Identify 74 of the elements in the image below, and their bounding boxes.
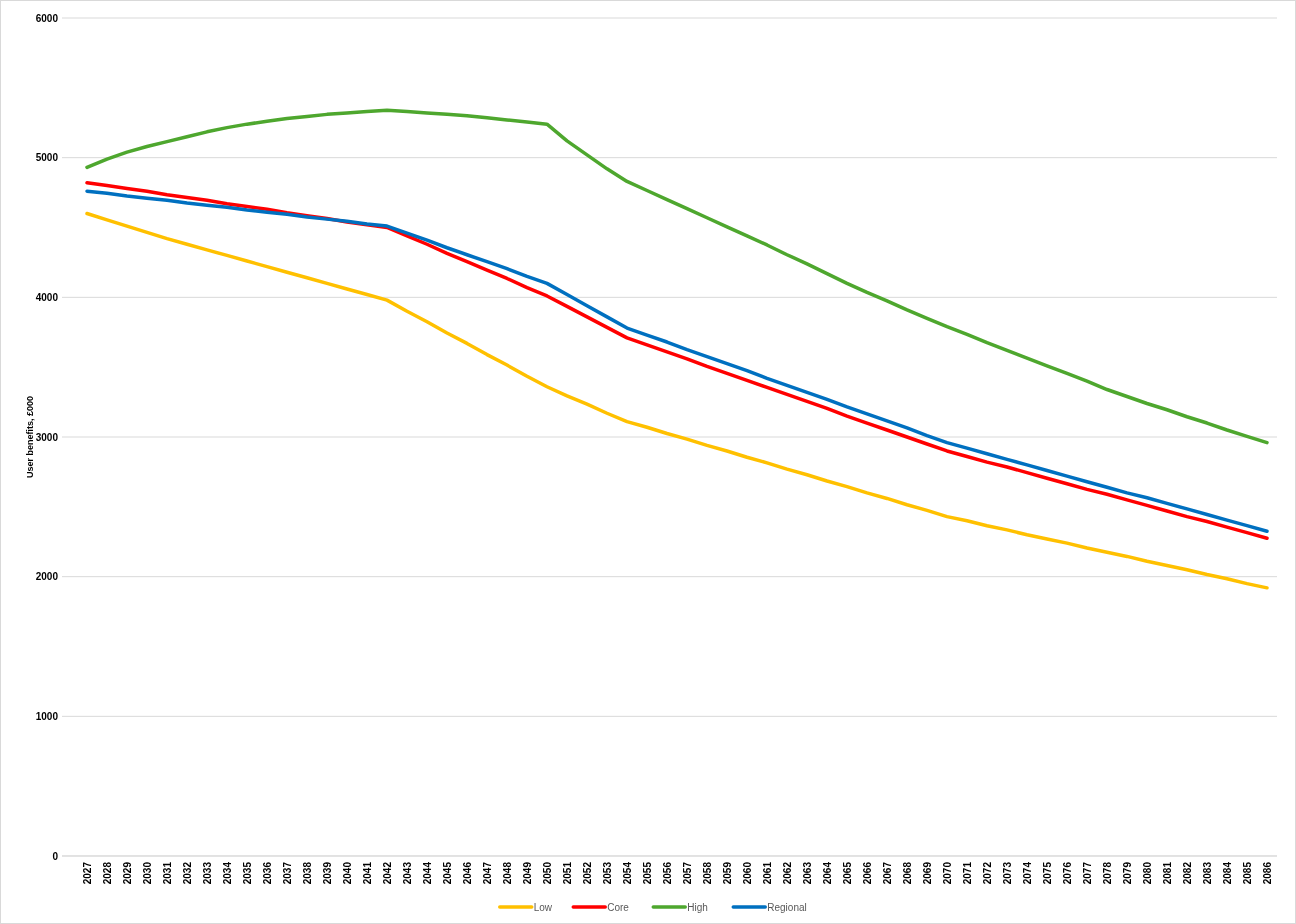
x-tick-label: 2050	[542, 861, 553, 885]
x-tick-label: 2066	[862, 861, 873, 885]
x-tick-label: 2057	[682, 861, 693, 885]
x-tick-label: 2037	[282, 861, 293, 885]
x-tick-label: 2048	[502, 861, 513, 885]
y-tick-label: 2000	[35, 571, 59, 583]
x-tick-label: 2063	[802, 861, 813, 885]
x-tick-label: 2027	[82, 861, 93, 885]
x-tick-label: 2085	[1242, 861, 1253, 885]
x-tick-label: 2054	[622, 861, 633, 885]
x-tick-label: 2082	[1182, 861, 1193, 885]
x-tick-label: 2040	[342, 861, 353, 885]
x-tick-label: 2074	[1022, 861, 1033, 885]
x-tick-label: 2065	[842, 861, 853, 885]
y-tick-label: 4000	[35, 291, 59, 303]
x-tick-label: 2081	[1162, 861, 1173, 885]
y-axis-title: User benefits, £000	[25, 395, 35, 479]
legend-label: High	[687, 901, 708, 913]
y-tick-label: 6000	[35, 12, 59, 24]
x-tick-label: 2055	[642, 861, 653, 885]
x-tick-label: 2031	[162, 861, 173, 885]
x-tick-label: 2075	[1042, 861, 1053, 885]
x-tick-label: 2056	[662, 861, 673, 885]
x-tick-label: 2039	[322, 861, 333, 885]
x-tick-label: 2076	[1062, 861, 1073, 885]
x-tick-label: 2051	[562, 861, 573, 885]
x-tick-label: 2030	[142, 861, 153, 885]
x-tick-label: 2067	[882, 861, 893, 885]
x-tick-label: 2086	[1262, 861, 1273, 885]
x-tick-label: 2046	[462, 861, 473, 885]
y-tick-label: 0	[52, 850, 59, 862]
x-tick-label: 2032	[182, 861, 193, 885]
y-tick-label: 3000	[35, 431, 59, 443]
x-tick-label: 2062	[782, 861, 793, 885]
x-tick-label: 2052	[582, 861, 593, 885]
legend-label: Core	[607, 901, 630, 913]
x-tick-label: 2084	[1222, 861, 1233, 885]
x-tick-label: 2044	[422, 861, 433, 885]
x-tick-label: 2061	[762, 861, 773, 885]
line-series	[85, 211, 1269, 590]
y-tick-label: 1000	[35, 710, 59, 722]
x-tick-label: 2060	[742, 861, 753, 885]
x-tick-label: 2028	[102, 861, 113, 885]
x-tick-label: 2080	[1142, 861, 1153, 885]
x-tick-label: 2038	[302, 861, 313, 885]
line-series	[85, 108, 1269, 445]
legend-label: Regional	[767, 901, 807, 913]
x-tick-label: 2079	[1122, 861, 1133, 885]
x-tick-label: 2035	[242, 861, 253, 885]
x-tick-label: 2029	[122, 861, 133, 885]
x-tick-label: 2078	[1102, 861, 1113, 885]
x-tick-label: 2068	[902, 861, 913, 885]
x-tick-label: 2033	[202, 861, 213, 885]
x-tick-label: 2059	[722, 861, 733, 885]
x-tick-label: 2043	[402, 861, 413, 885]
x-tick-label: 2064	[822, 861, 833, 885]
x-tick-label: 2042	[382, 861, 393, 885]
x-tick-label: 2053	[602, 861, 613, 885]
x-tick-label: 2077	[1082, 861, 1093, 885]
x-tick-label: 2047	[482, 861, 493, 885]
x-tick-label: 2071	[962, 861, 973, 885]
x-tick-label: 2034	[222, 861, 233, 885]
x-tick-label: 2070	[942, 861, 953, 885]
x-tick-label: 2045	[442, 861, 453, 885]
x-tick-label: 2049	[522, 861, 533, 885]
x-tick-label: 2058	[702, 861, 713, 885]
y-tick-label: 5000	[35, 152, 59, 164]
x-tick-label: 2073	[1002, 861, 1013, 885]
x-tick-label: 2069	[922, 861, 933, 885]
x-tick-label: 2083	[1202, 861, 1213, 885]
x-tick-label: 2036	[262, 861, 273, 885]
x-tick-label: 2041	[362, 861, 373, 885]
x-tick-label: 2072	[982, 861, 993, 885]
legend-label: Low	[533, 901, 553, 913]
